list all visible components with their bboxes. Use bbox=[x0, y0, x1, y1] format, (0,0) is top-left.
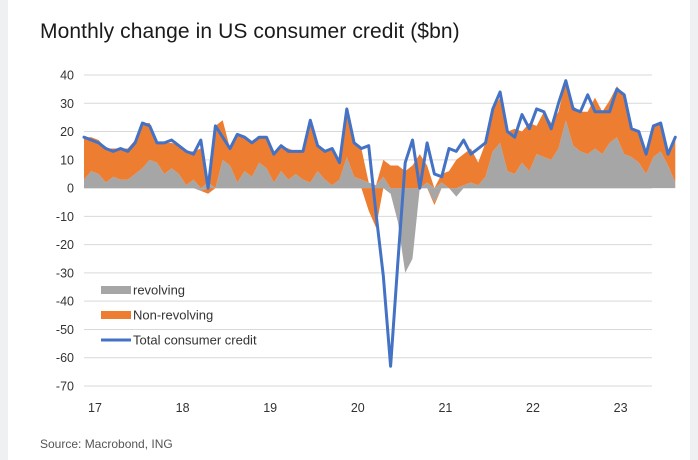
x-tick-label: 18 bbox=[176, 401, 190, 415]
y-tick-label: 20 bbox=[60, 125, 74, 139]
y-tick-label: 30 bbox=[60, 97, 74, 111]
revolving-area-positive bbox=[84, 120, 676, 189]
legend-swatch-revolving bbox=[101, 286, 131, 294]
x-tick-label: 22 bbox=[526, 401, 540, 415]
line-series bbox=[82, 79, 677, 368]
x-tick-label: 21 bbox=[438, 401, 452, 415]
x-tick-label: 20 bbox=[351, 401, 365, 415]
legend: revolving Non-revolving Total consumer cre… bbox=[101, 283, 257, 348]
y-tick-label: -50 bbox=[56, 323, 74, 337]
legend-label: Total consumer credit bbox=[133, 333, 257, 348]
total-line bbox=[82, 79, 677, 368]
x-tick-label: 23 bbox=[614, 401, 628, 415]
y-tick-label: -20 bbox=[56, 238, 74, 252]
y-tick-label: -40 bbox=[56, 295, 74, 309]
nonrevolving-area-negative bbox=[84, 188, 676, 273]
nonrevolving-area-positive bbox=[84, 80, 676, 189]
y-tick-label: 10 bbox=[60, 153, 74, 167]
y-tick-label: 0 bbox=[67, 182, 74, 196]
chart-svg: 40 30 20 10 0 -10 -20 -30 -40 -50 -60 -70 17 18 19 20 2… bbox=[56, 69, 677, 415]
x-axis: 17 18 19 20 21 22 23 bbox=[88, 401, 628, 415]
y-tick-label: -60 bbox=[56, 351, 74, 365]
legend-swatch-nonrevolving bbox=[101, 311, 131, 319]
x-tick-label: 17 bbox=[88, 401, 102, 415]
source-note: Source: Macrobond, ING bbox=[40, 437, 173, 451]
y-tick-label: -30 bbox=[56, 266, 74, 280]
legend-label: revolving bbox=[133, 283, 185, 298]
area-series bbox=[84, 80, 676, 273]
chart-title: Monthly change in US consumer credit ($b… bbox=[40, 20, 460, 43]
y-axis: 40 30 20 10 0 -10 -20 -30 -40 -50 -60 -70 bbox=[56, 69, 74, 394]
y-tick-label: -10 bbox=[56, 210, 74, 224]
y-tick-label: 40 bbox=[60, 69, 74, 83]
legend-label: Non-revolving bbox=[133, 308, 213, 323]
chart-card: Monthly change in US consumer credit ($b… bbox=[8, 0, 690, 460]
x-tick-label: 19 bbox=[263, 401, 277, 415]
y-tick-label: -70 bbox=[56, 380, 74, 394]
